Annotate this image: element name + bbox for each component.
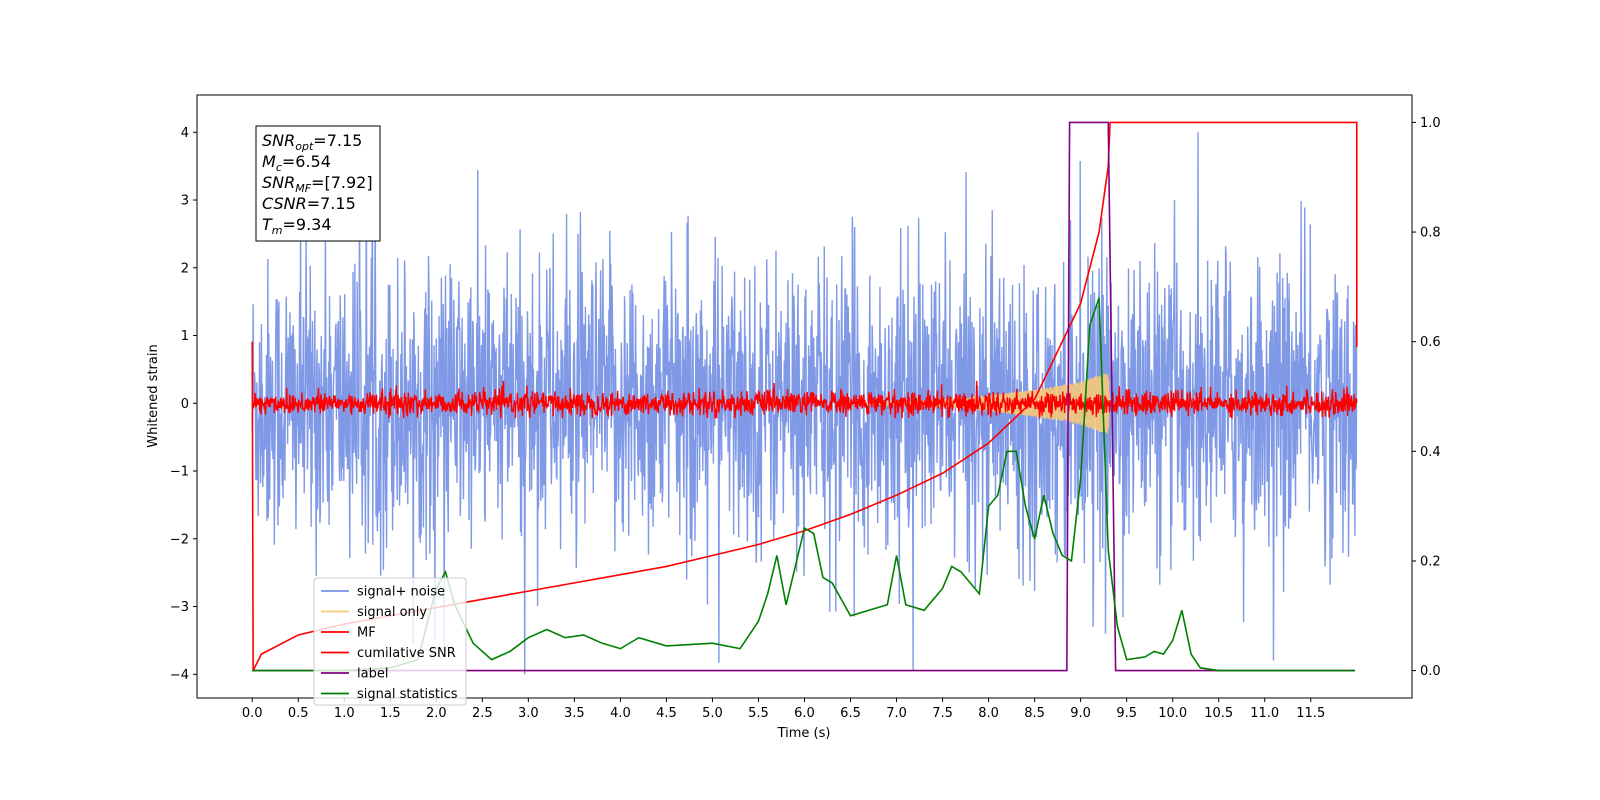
y-right-tick-label: 1.0 bbox=[1420, 116, 1441, 131]
x-tick-label: 0.0 bbox=[242, 706, 263, 721]
annotation-subscript: c bbox=[276, 161, 282, 174]
x-axis: 0.0 0.5 1.0 1.5 2.0 2.5 3.0 3.5 4.0 4.5 5.0 5.5 6.0 6… bbox=[242, 698, 1325, 721]
annotation-line: SNRMF=[7.92] bbox=[262, 173, 373, 195]
x-tick-label: 6.0 bbox=[794, 706, 815, 721]
y-tick-label: 4 bbox=[181, 126, 189, 141]
x-tick-label: 2.5 bbox=[472, 706, 493, 721]
x-tick-label: 10.5 bbox=[1204, 706, 1233, 721]
x-tick-label: 5.0 bbox=[702, 706, 723, 721]
annotation-value: =7.15 bbox=[313, 131, 362, 150]
annotation-value: =7.15 bbox=[307, 194, 356, 213]
annotation-subscript: m bbox=[272, 224, 283, 237]
legend: signal+ noise signal only MF cumilative SNR… bbox=[313, 577, 467, 706]
x-tick-label: 11.0 bbox=[1250, 706, 1279, 721]
legend-label: MF bbox=[357, 626, 376, 641]
y-right-tick-label: 0.0 bbox=[1420, 664, 1441, 679]
x-tick-label: 9.0 bbox=[1070, 706, 1091, 721]
x-tick-label: 4.5 bbox=[656, 706, 677, 721]
annotation-symbol: SNR bbox=[262, 173, 295, 192]
legend-label: signal statistics bbox=[357, 687, 458, 702]
y-right-tick-label: 0.6 bbox=[1420, 335, 1441, 350]
x-tick-label: 3.0 bbox=[518, 706, 539, 721]
series-signal-noise bbox=[251, 132, 1358, 675]
legend-frame bbox=[313, 577, 467, 706]
legend-label: cumilative SNR bbox=[357, 646, 456, 661]
series-signal-statistics bbox=[252, 297, 1355, 672]
y-tick-label: −2 bbox=[170, 532, 189, 547]
x-tick-label: 11.5 bbox=[1296, 706, 1325, 721]
annotation-box: SNRopt=7.15Mc=6.54SNRMF=[7.92]CSNR=7.15T… bbox=[255, 125, 381, 242]
y-tick-label: 1 bbox=[181, 329, 189, 344]
legend-label: label bbox=[357, 667, 388, 682]
x-tick-label: 6.5 bbox=[840, 706, 861, 721]
x-tick-label: 4.0 bbox=[610, 706, 631, 721]
legend-label: signal only bbox=[357, 605, 427, 620]
annotation-line: CSNR=7.15 bbox=[262, 194, 356, 213]
y-tick-label: 3 bbox=[181, 194, 189, 209]
x-tick-label: 5.5 bbox=[748, 706, 769, 721]
series-label bbox=[252, 121, 1355, 672]
y-tick-label: 0 bbox=[181, 397, 189, 412]
y-tick-label: −4 bbox=[170, 668, 189, 683]
y-axis-right: 1.0 0.8 0.6 0.4 0.2 0.0 bbox=[1412, 116, 1441, 679]
y-axis-label: Whitened strain bbox=[146, 344, 161, 447]
x-tick-label: 9.5 bbox=[1116, 706, 1137, 721]
x-tick-label: 7.0 bbox=[886, 706, 907, 721]
annotation-value: =9.34 bbox=[283, 215, 332, 234]
annotation-subscript: MF bbox=[295, 182, 311, 195]
annotation-symbol: T bbox=[262, 215, 273, 234]
series-mf bbox=[251, 380, 1358, 419]
x-axis-label: Time (s) bbox=[777, 726, 831, 741]
annotation-symbol: SNR bbox=[262, 131, 295, 150]
x-tick-label: 1.0 bbox=[334, 706, 355, 721]
annotation-symbol: CSNR bbox=[262, 194, 307, 213]
y-tick-label: −1 bbox=[170, 465, 189, 480]
annotation-subscript: opt bbox=[295, 140, 314, 153]
annotation-value: =6.54 bbox=[282, 152, 331, 171]
y-right-tick-label: 0.4 bbox=[1420, 445, 1441, 460]
y-tick-label: −3 bbox=[170, 600, 189, 615]
annotation-line: SNRopt=7.15 bbox=[262, 131, 362, 153]
x-tick-label: 0.5 bbox=[288, 706, 309, 721]
y-right-tick-label: 0.2 bbox=[1420, 554, 1441, 569]
x-tick-label: 7.5 bbox=[932, 706, 953, 721]
annotation-symbol: M bbox=[262, 152, 276, 171]
y-axis-left: 4 3 2 1 0 −1 −2 −3 −4 bbox=[170, 126, 197, 683]
annotation-value: =[7.92] bbox=[311, 173, 373, 192]
x-tick-label: 8.0 bbox=[978, 706, 999, 721]
x-tick-label: 8.5 bbox=[1024, 706, 1045, 721]
annotation-line: Tm=9.34 bbox=[262, 215, 332, 237]
x-tick-label: 3.5 bbox=[564, 706, 585, 721]
x-tick-label: 1.5 bbox=[380, 706, 401, 721]
x-tick-label: 10.0 bbox=[1158, 706, 1187, 721]
annotation-frame bbox=[255, 125, 381, 242]
y-right-tick-label: 0.8 bbox=[1420, 226, 1441, 241]
y-tick-label: 2 bbox=[181, 261, 189, 276]
legend-label: signal+ noise bbox=[357, 585, 445, 600]
x-tick-label: 2.0 bbox=[426, 706, 447, 721]
annotation-line: Mc=6.54 bbox=[262, 152, 331, 174]
